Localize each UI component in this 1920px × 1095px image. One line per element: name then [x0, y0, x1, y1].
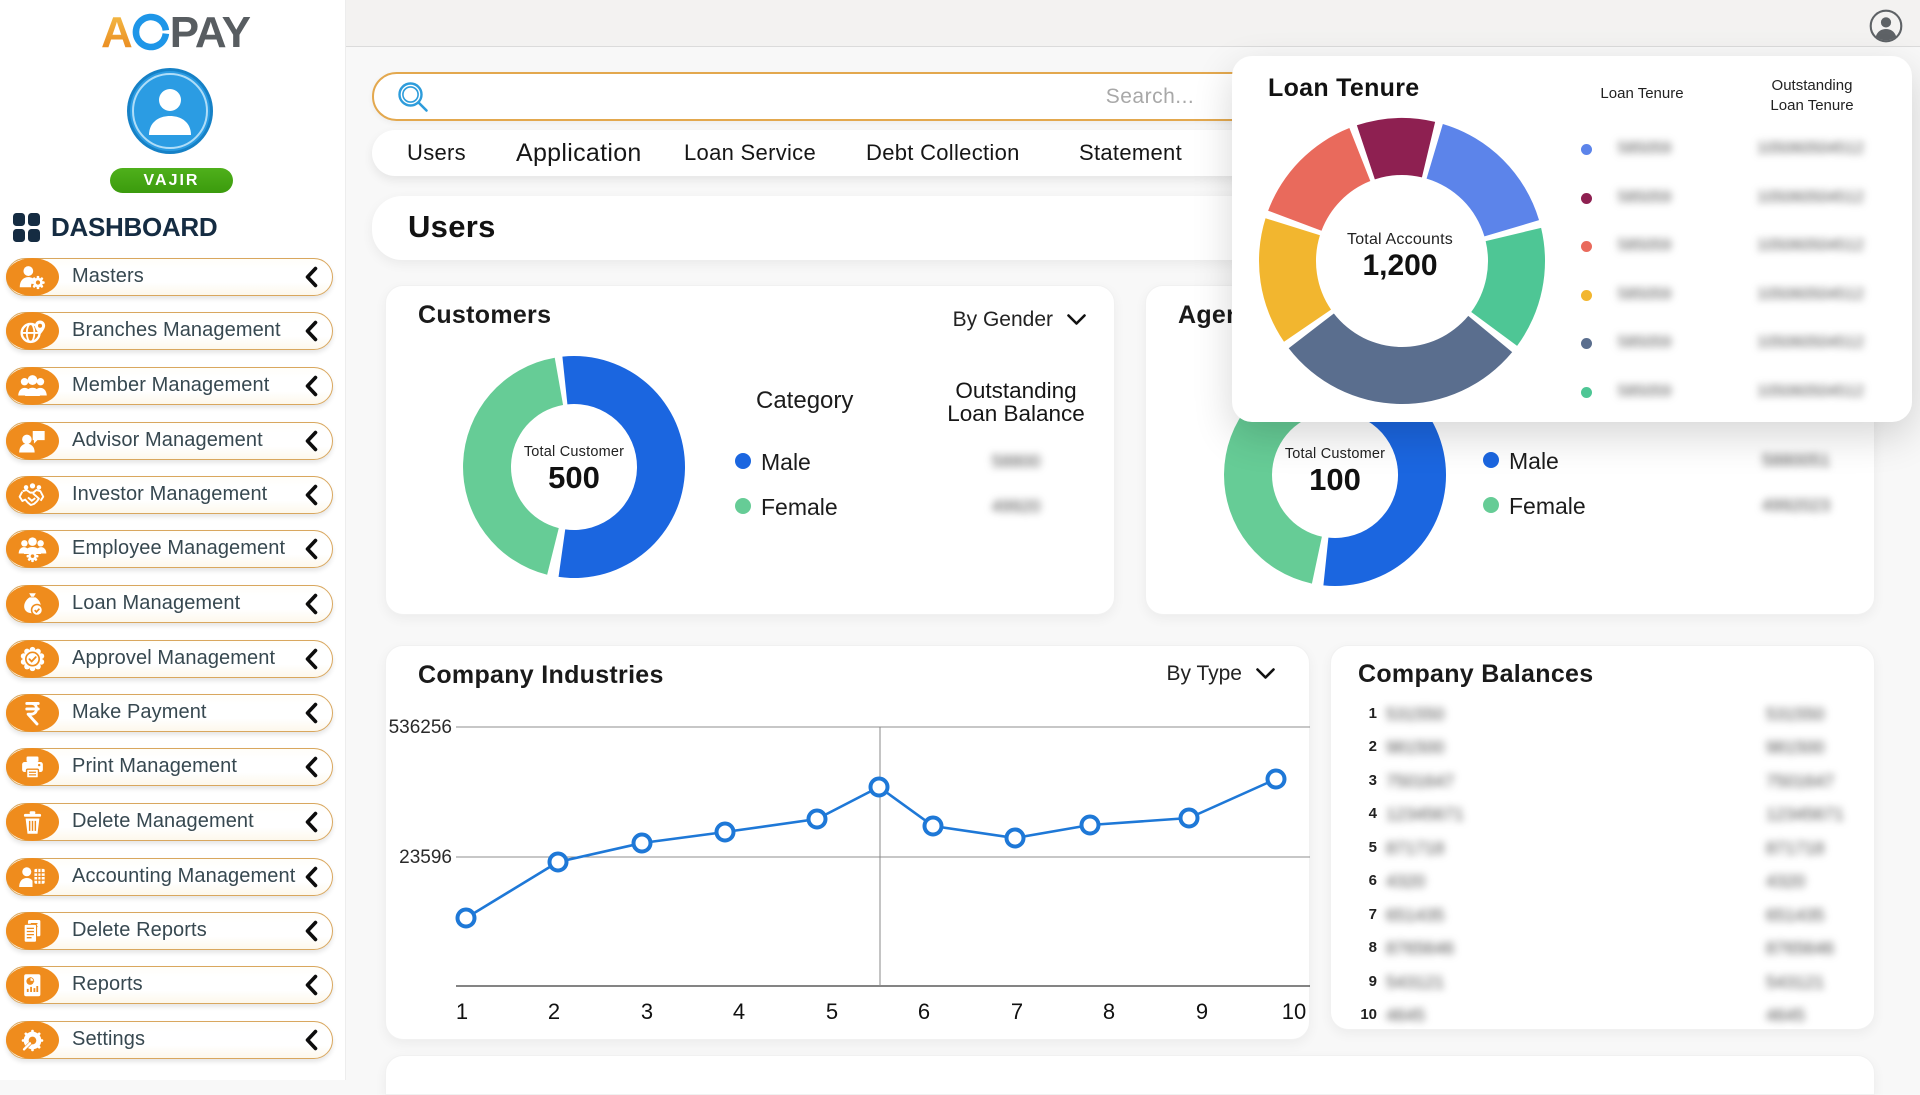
svg-text:2: 2: [548, 999, 560, 1024]
svg-text:6: 6: [918, 999, 930, 1024]
svg-text:5: 5: [826, 999, 838, 1024]
svg-text:23596: 23596: [399, 847, 452, 868]
svg-text:1: 1: [456, 999, 468, 1024]
svg-text:4: 4: [733, 999, 745, 1024]
svg-text:7: 7: [1011, 999, 1023, 1024]
svg-text:536256: 536256: [389, 717, 452, 738]
svg-text:8: 8: [1103, 999, 1115, 1024]
svg-text:9: 9: [1196, 999, 1208, 1024]
svg-text:10: 10: [1282, 999, 1306, 1024]
svg-text:3: 3: [641, 999, 653, 1024]
